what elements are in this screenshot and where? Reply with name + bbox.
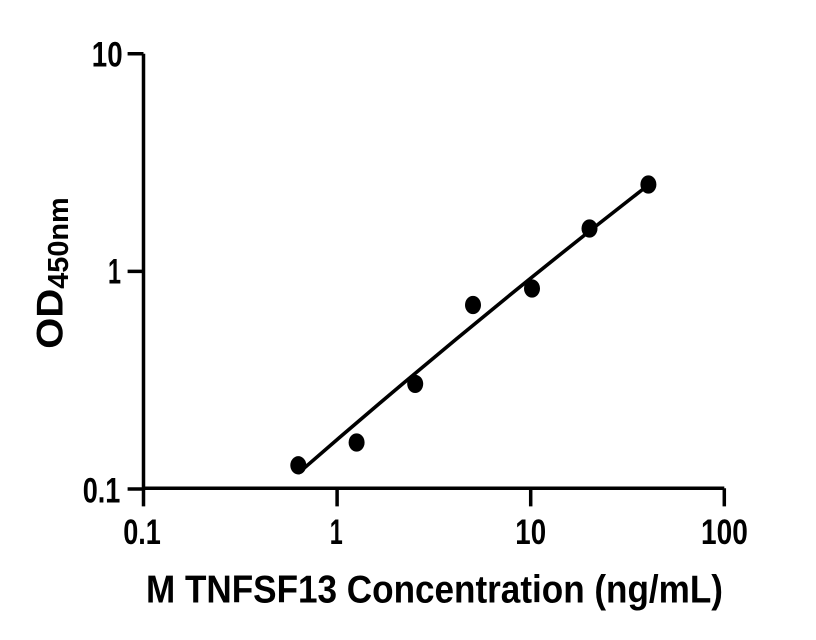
svg-text:1: 1 bbox=[330, 513, 343, 552]
svg-text:0.1: 0.1 bbox=[123, 513, 161, 552]
svg-text:1: 1 bbox=[108, 253, 121, 292]
svg-text:10: 10 bbox=[515, 513, 546, 552]
svg-text:10: 10 bbox=[92, 36, 123, 75]
svg-text:M TNFSF13 Concentration (ng/mL: M TNFSF13 Concentration (ng/mL) bbox=[146, 569, 723, 612]
svg-text:OD: OD bbox=[30, 289, 71, 349]
svg-text:450nm: 450nm bbox=[43, 197, 75, 289]
svg-text:0.1: 0.1 bbox=[83, 472, 121, 511]
svg-text:100: 100 bbox=[701, 513, 748, 552]
